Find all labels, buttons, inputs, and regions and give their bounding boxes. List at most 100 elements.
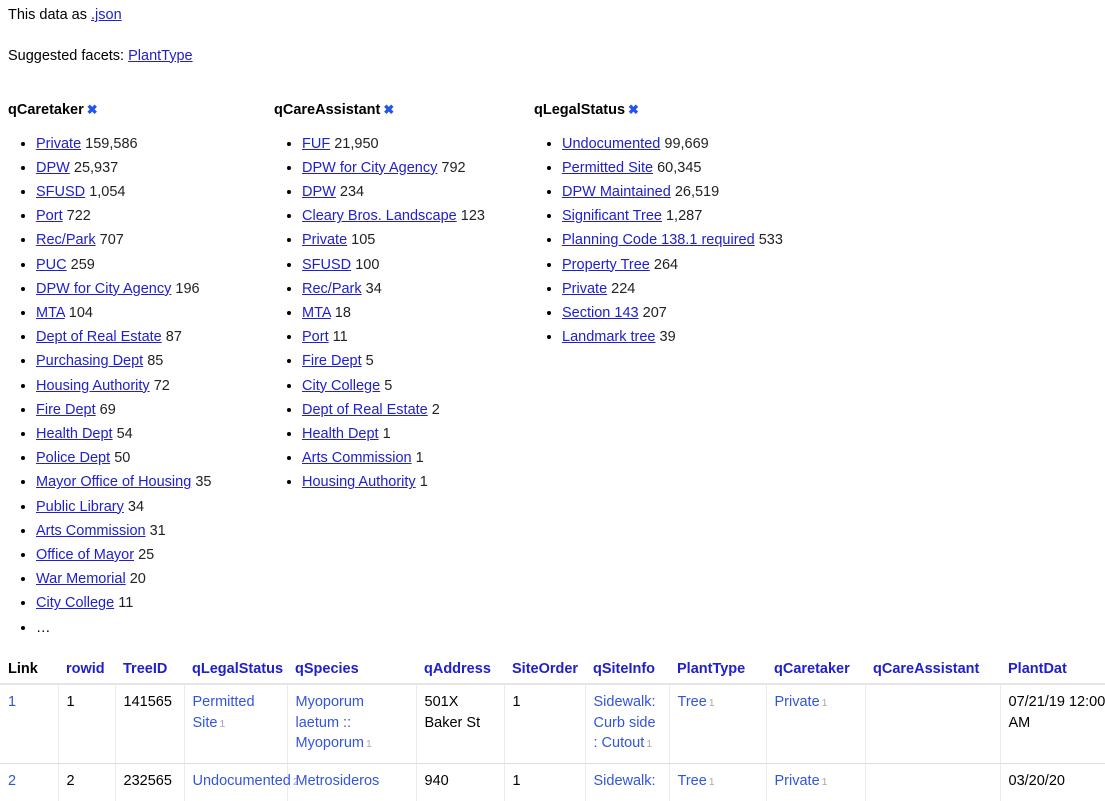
facet-value-link[interactable]: Private bbox=[36, 135, 82, 152]
list-item: Private 105 bbox=[302, 228, 534, 252]
list-item: SFUSD 1,054 bbox=[36, 180, 274, 204]
facet-value-link[interactable]: Undocumented bbox=[562, 135, 661, 152]
facet-value-link[interactable]: Port bbox=[36, 208, 63, 225]
facet-value-link[interactable]: Office of Mayor bbox=[36, 546, 135, 563]
facet-qlegalstatus-name: qLegalStatus bbox=[534, 102, 626, 119]
facet-value-link[interactable]: City College bbox=[302, 377, 381, 394]
facet-value-link[interactable]: Cleary Bros. Landscape bbox=[302, 208, 457, 225]
facet-value-count: 18 bbox=[334, 304, 351, 321]
list-item: Arts Commission 1 bbox=[302, 446, 534, 470]
column-header-planttype[interactable]: PlantType bbox=[669, 655, 766, 685]
facet-value-link[interactable]: Section 143 bbox=[562, 304, 639, 321]
facet-qcareassistant-list: FUF 21,950 DPW for City Agency 792 DPW 2… bbox=[274, 132, 534, 495]
facet-value-link[interactable]: DPW for City Agency bbox=[36, 280, 172, 297]
facet-value-link[interactable]: Public Library bbox=[36, 498, 124, 515]
facet-value-link[interactable]: Fire Dept bbox=[36, 401, 96, 418]
cell-siteorder: 1 bbox=[503, 763, 585, 801]
facet-value-link[interactable]: DPW bbox=[36, 159, 70, 176]
facet-link[interactable]: Permitted Site bbox=[192, 694, 255, 731]
facet-value-link[interactable]: Dept of Real Estate bbox=[302, 401, 428, 418]
facet-value-link[interactable]: City College bbox=[36, 595, 115, 612]
facet-value-link[interactable]: MTA bbox=[36, 304, 65, 321]
column-header-qaddress[interactable]: qAddress bbox=[416, 655, 504, 685]
facet-value-link[interactable]: Housing Authority bbox=[36, 377, 150, 394]
facet-value-link[interactable]: War Memorial bbox=[36, 571, 126, 588]
facet-value-link[interactable]: SFUSD bbox=[36, 183, 86, 200]
facet-value-link[interactable]: DPW for City Agency bbox=[302, 159, 438, 176]
facet-value-link[interactable]: Rec/Park bbox=[36, 232, 96, 249]
facet-value-link[interactable]: Landmark tree bbox=[562, 329, 656, 346]
json-export-link[interactable]: .json bbox=[91, 7, 122, 23]
facet-qlegalstatus: qLegalStatus✖ Undocumented 99,669 Permit… bbox=[534, 102, 834, 349]
facet-value-link[interactable]: Private bbox=[302, 232, 348, 249]
list-item: PUC 259 bbox=[36, 253, 274, 277]
facet-value-link[interactable]: Fire Dept bbox=[302, 353, 362, 370]
list-item: Arts Commission 31 bbox=[36, 519, 274, 543]
table-row: 2 2 232565 Undocumented 2 Metrosideros 94… bbox=[0, 763, 1105, 801]
facet-link[interactable]: Sidewalk: bbox=[593, 773, 656, 790]
facet-qcaretaker-remove-icon[interactable]: ✖ bbox=[86, 102, 98, 118]
facet-value-link[interactable]: Rec/Park bbox=[302, 280, 362, 297]
column-header-treeid[interactable]: TreeID bbox=[115, 655, 184, 685]
facet-value-count: 34 bbox=[365, 280, 382, 297]
facet-value-link[interactable]: DPW bbox=[302, 183, 336, 200]
facet-value-link[interactable]: Arts Commission bbox=[302, 450, 412, 467]
facet-value-link[interactable]: SFUSD bbox=[302, 256, 352, 273]
cell-planttype: Tree 1 bbox=[668, 684, 766, 765]
column-header-qcaretaker[interactable]: qCaretaker bbox=[766, 655, 865, 685]
facet-value-link[interactable]: Dept of Real Estate bbox=[36, 329, 162, 346]
suggested-facet-planttype-link[interactable]: PlantType bbox=[128, 47, 193, 64]
facet-value-link[interactable]: Port bbox=[302, 329, 329, 346]
facet-value-link[interactable]: Permitted Site bbox=[562, 159, 654, 176]
facet-value-count: 5 bbox=[384, 377, 393, 394]
facet-link[interactable]: Myoporum laetum :: Myoporum bbox=[295, 694, 365, 752]
column-header-qcareassistant[interactable]: qCareAssistant bbox=[865, 655, 1000, 685]
facet-qlegalstatus-remove-icon[interactable]: ✖ bbox=[628, 102, 639, 118]
facet-value-link[interactable]: PUC bbox=[36, 256, 67, 273]
row-link[interactable]: 1 bbox=[8, 694, 17, 710]
facet-value-link[interactable]: Planning Code 138.1 required bbox=[562, 232, 755, 249]
facet-link[interactable]: Tree bbox=[677, 773, 707, 790]
facet-value-link[interactable]: DPW Maintained bbox=[562, 183, 671, 200]
facet-value-link[interactable]: Private bbox=[562, 280, 608, 297]
column-header-rowid[interactable]: rowid bbox=[58, 655, 115, 685]
facet-value-link[interactable]: Police Dept bbox=[36, 450, 111, 467]
cell-count: 1 bbox=[646, 738, 653, 751]
facet-value-link[interactable]: Arts Commission bbox=[36, 522, 146, 539]
facet-qlegalstatus-list: Undocumented 99,669 Permitted Site 60,34… bbox=[534, 132, 834, 350]
facet-link[interactable]: Private bbox=[774, 694, 820, 710]
facet-value-count: 196 bbox=[175, 280, 200, 297]
facet-value-link[interactable]: Significant Tree bbox=[562, 208, 662, 225]
facet-link[interactable]: Sidewalk: Curb side : Cutout bbox=[593, 694, 656, 752]
facet-qcareassistant-title: qCareAssistant ✖ bbox=[274, 102, 534, 119]
facet-value-link[interactable]: Health Dept bbox=[302, 425, 379, 442]
facet-link[interactable]: Undocumented bbox=[192, 773, 291, 790]
cell-count: 1 bbox=[219, 717, 226, 730]
results-table-scroll-area[interactable]: Link rowid TreeID qLegalStatus qSpecies … bbox=[0, 655, 1105, 801]
list-item: Police Dept 50 bbox=[36, 446, 274, 470]
column-header-qlegalstatus[interactable]: qLegalStatus bbox=[184, 655, 287, 685]
facet-value-count: 105 bbox=[351, 232, 376, 249]
facet-qcareassistant-remove-icon[interactable]: ✖ bbox=[383, 102, 395, 118]
facet-value-link[interactable]: MTA bbox=[302, 304, 331, 321]
facet-link[interactable]: Metrosideros bbox=[295, 773, 380, 790]
facet-value-link[interactable]: Housing Authority bbox=[302, 474, 416, 491]
column-header-qspecies[interactable]: qSpecies bbox=[287, 655, 416, 685]
cell-qsiteinfo: Sidewalk: Curb side : Cutout 1 bbox=[584, 684, 669, 765]
row-link[interactable]: 2 bbox=[8, 773, 17, 790]
facet-value-link[interactable]: FUF bbox=[302, 135, 331, 152]
column-header-plantdate[interactable]: PlantDat bbox=[1000, 655, 1105, 685]
list-item: FUF 21,950 bbox=[302, 132, 534, 156]
facet-value-count: 21,950 bbox=[334, 135, 379, 152]
facet-value-link[interactable]: Purchasing Dept bbox=[36, 353, 144, 370]
column-header-qsiteinfo[interactable]: qSiteInfo bbox=[585, 655, 669, 685]
facet-value-link[interactable]: Mayor Office of Housing bbox=[36, 474, 192, 491]
facet-link[interactable]: Tree bbox=[677, 694, 707, 710]
facet-value-link[interactable]: Health Dept bbox=[36, 425, 113, 442]
facet-value-link[interactable]: Property Tree bbox=[562, 256, 650, 273]
column-header-siteorder[interactable]: SiteOrder bbox=[504, 655, 585, 685]
list-item: City College 11 bbox=[36, 591, 274, 615]
facet-link[interactable]: Private bbox=[774, 773, 820, 790]
facet-value-count: 39 bbox=[659, 329, 676, 346]
facet-value-count: 87 bbox=[165, 329, 182, 346]
